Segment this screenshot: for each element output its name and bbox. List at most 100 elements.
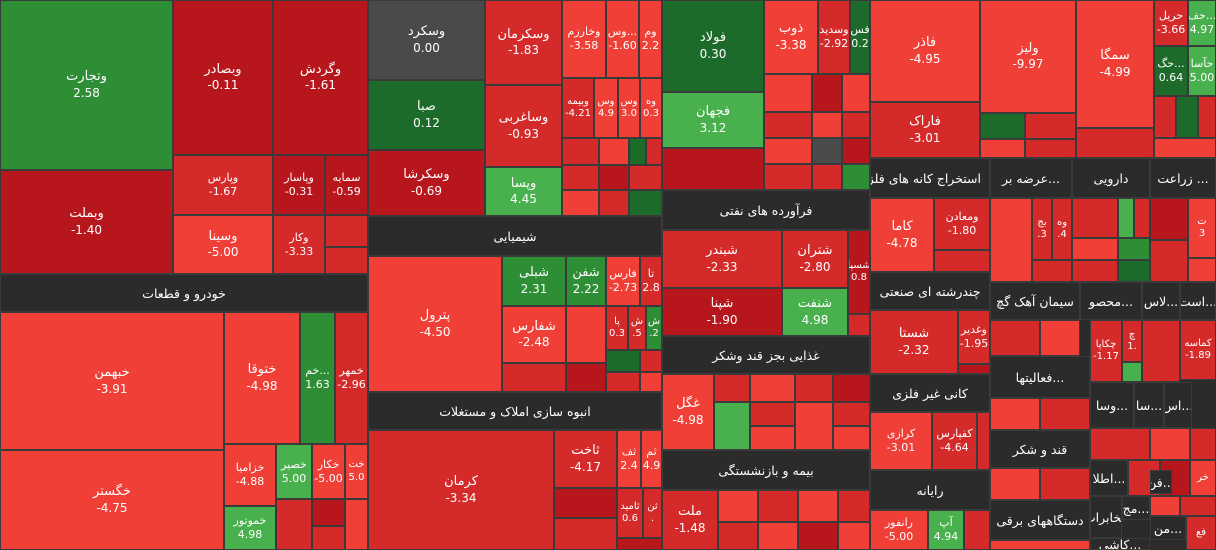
tile-sam[interactable]: ثم 4.9: [641, 430, 662, 488]
tile-shesepa[interactable]: شسپا 0.8: [848, 230, 870, 314]
tile-vbemellat[interactable]: وبملت -1.40: [0, 170, 173, 274]
tile-vs2[interactable]: وس 4.9: [594, 78, 618, 138]
sector-header-multi-industry[interactable]: چندرشته ای صنعتی: [870, 272, 990, 310]
tile-vghadir[interactable]: وغدیر -1.95: [958, 310, 990, 364]
tile-pa[interactable]: پا 0.3: [606, 306, 628, 350]
tile-vsakord[interactable]: وسکرد 0.00: [368, 0, 485, 80]
tile-blank[interactable]: [1150, 240, 1188, 282]
tile-blank[interactable]: [1040, 398, 1090, 430]
tile-blank[interactable]: [566, 363, 606, 392]
sector-header-as[interactable]: اس...: [1164, 382, 1192, 428]
tile-blank[interactable]: [1076, 128, 1154, 158]
tile-blank[interactable]: [764, 138, 812, 164]
sector-header-etla[interactable]: اطلا...: [1090, 460, 1128, 496]
tile-sen[interactable]: ثن.: [643, 488, 662, 538]
tile-blank[interactable]: [1072, 260, 1118, 282]
tile-vtejarat[interactable]: وتجارت 2.58: [0, 0, 173, 170]
tile-vgardesh[interactable]: وگردش -1.61: [273, 0, 368, 155]
tile-blank[interactable]: [562, 190, 599, 216]
tile-blank[interactable]: [1198, 96, 1216, 138]
tile-blank[interactable]: [629, 138, 646, 165]
tile-khmotor[interactable]: خموتور 4.98: [224, 506, 276, 550]
tile-blank[interactable]: [764, 112, 812, 138]
tile-blank[interactable]: [1176, 96, 1198, 138]
tile-blank[interactable]: [599, 138, 629, 165]
tile-shetran[interactable]: شتران -2.80: [782, 230, 848, 288]
tile-blank[interactable]: [838, 490, 870, 522]
tile-blank[interactable]: [646, 138, 662, 165]
tile-blank[interactable]: [812, 74, 842, 112]
tile-zob[interactable]: ذوب -3.38: [764, 0, 818, 74]
tile-blank[interactable]: [718, 522, 758, 550]
sector-header-vsa[interactable]: وسا...: [1090, 382, 1134, 428]
tile-fajahan[interactable]: فجهان 3.12: [662, 92, 764, 148]
tile-shasta[interactable]: شستا -2.32: [870, 310, 958, 374]
tile-khtogha[interactable]: ختوقا -4.98: [224, 312, 300, 444]
tile-blank[interactable]: [758, 490, 798, 522]
tile-blank[interactable]: [325, 215, 368, 247]
sector-header-sa[interactable]: سا...: [1134, 382, 1164, 428]
sector-header-food[interactable]: غذایی بجز قند وشکر: [662, 336, 870, 374]
tile-blank[interactable]: [714, 374, 750, 402]
tile-blank[interactable]: [714, 402, 750, 450]
tile-blank[interactable]: [554, 488, 617, 518]
tile-fs[interactable]: فس 0.2: [850, 0, 870, 74]
tile-valiz[interactable]: ولیز -9.97: [980, 0, 1076, 113]
tile-fooolad[interactable]: فولاد 0.30: [662, 0, 764, 92]
tile-saamid[interactable]: ثامید 0.6: [617, 488, 643, 538]
tile-kmasa[interactable]: کماسه -1.89: [1180, 320, 1216, 380]
tile-blank[interactable]: [1134, 198, 1150, 238]
sector-header-computer[interactable]: رایانه: [870, 470, 990, 510]
tile-vh2[interactable]: وه .4: [1052, 198, 1072, 260]
tile-khzamia[interactable]: خزامیا -4.88: [224, 444, 276, 506]
tile-hasa[interactable]: حآسا 5.00: [1188, 46, 1216, 96]
tile-vpesa[interactable]: وپسا 4.45: [485, 167, 562, 216]
tile-blank[interactable]: [325, 247, 368, 274]
tile-shebandar[interactable]: شبندر -2.33: [662, 230, 782, 288]
tile-kht[interactable]: خت 5.0: [345, 444, 368, 499]
sector-header-cement[interactable]: سیمان آهک گچ: [990, 282, 1080, 320]
tile-blank[interactable]: [562, 165, 599, 190]
tile-blank[interactable]: [798, 522, 838, 550]
sector-header-man[interactable]: من...: [1150, 516, 1186, 540]
tile-blank[interactable]: [629, 165, 662, 190]
tile-blank[interactable]: [750, 402, 795, 426]
tile-khkar[interactable]: خکار -5.00: [312, 444, 345, 499]
tile-blank[interactable]: [1122, 362, 1142, 382]
tile-blank[interactable]: [934, 250, 990, 272]
tile-blank[interactable]: [795, 374, 833, 402]
tile-blank[interactable]: [990, 320, 1040, 356]
sector-header-contracting[interactable]: محصو...: [1080, 282, 1142, 320]
tile-bj[interactable]: بج .3: [1032, 198, 1052, 260]
tile-khr[interactable]: خر: [1190, 460, 1216, 496]
tile-blank[interactable]: [990, 398, 1040, 430]
sector-header-petroleum[interactable]: فرآورده های نفتی: [662, 190, 870, 230]
tile-blank[interactable]: [990, 540, 1090, 550]
tile-samaye[interactable]: سمایه -0.59: [325, 155, 368, 215]
tile-semga[interactable]: سمگا -4.99: [1076, 0, 1154, 128]
tile-blank[interactable]: [833, 402, 870, 426]
tile-kefpars[interactable]: کفپارس -4.64: [932, 412, 977, 470]
tile-kerazi[interactable]: کرازی -3.01: [870, 412, 932, 470]
tile-blank[interactable]: [990, 198, 1032, 282]
tile-ta[interactable]: تا 2.8: [640, 256, 662, 306]
tile-blank[interactable]: [842, 112, 870, 138]
tile-blank[interactable]: [842, 74, 870, 112]
tile-blank[interactable]: [1025, 113, 1076, 139]
sector-header-sugar[interactable]: قند و شکر: [990, 430, 1090, 468]
tile-blank[interactable]: [1154, 96, 1176, 138]
tile-blank[interactable]: [848, 314, 870, 336]
sector-header-electrical[interactable]: دستگاههای برقی: [990, 500, 1090, 540]
tile-blank[interactable]: [750, 426, 795, 450]
tile-blank[interactable]: [599, 165, 629, 190]
tile-vskrsha[interactable]: وسکرشا -0.69: [368, 150, 485, 216]
tile-khm[interactable]: خم... 1.63: [300, 312, 335, 444]
tile-blank[interactable]: [629, 190, 662, 216]
sector-header-agriculture[interactable]: زراعت ...: [1150, 158, 1216, 198]
tile-ch1[interactable]: چ 1.: [1122, 320, 1142, 362]
tile-blank[interactable]: [718, 490, 758, 522]
sector-header-metal-ore[interactable]: استخراج کانه های فلزی: [870, 158, 990, 198]
sector-header-fn[interactable]: فن...: [1150, 470, 1172, 494]
tile-sh2[interactable]: ش .2: [646, 306, 662, 350]
tile-blank[interactable]: [1032, 260, 1072, 282]
